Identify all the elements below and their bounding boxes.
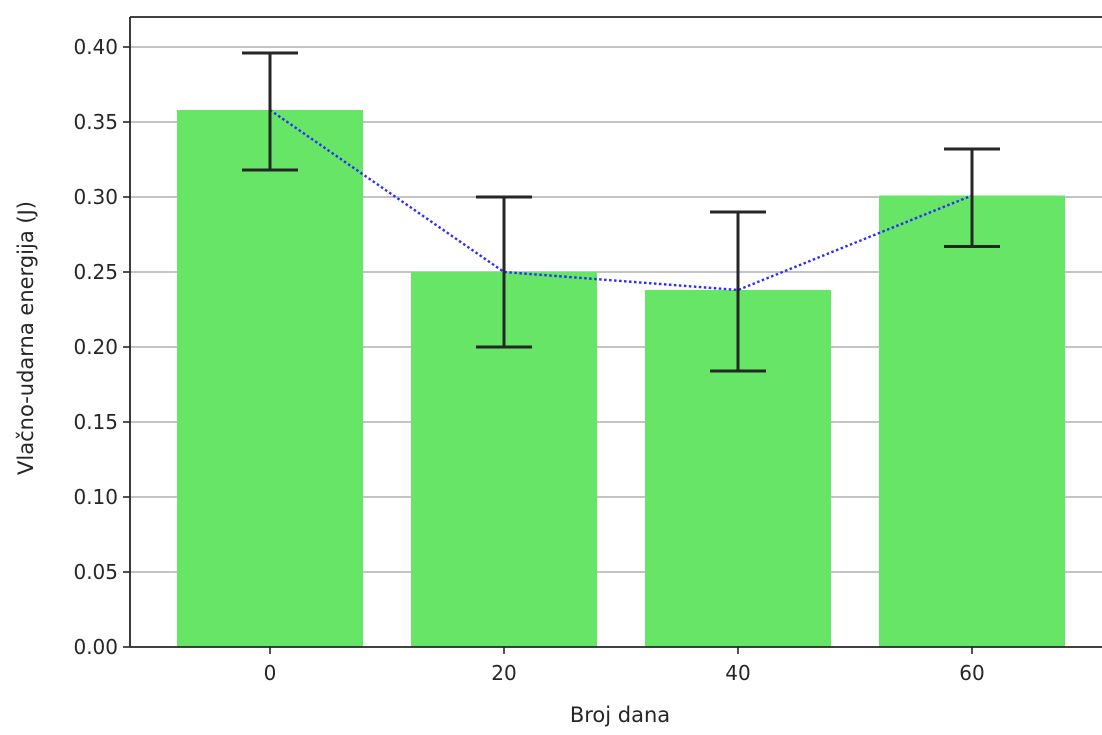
- error-bar-60: [944, 147, 1000, 248]
- x-tick-label-20: 20: [491, 661, 516, 685]
- trend-line: [269, 109, 973, 292]
- y-tick-label-0.30: 0.30: [73, 185, 118, 209]
- bar-0: [177, 110, 363, 647]
- y-tick-label-0.15: 0.15: [73, 410, 118, 434]
- bars: [177, 110, 1065, 647]
- error-bar-0: [242, 51, 298, 172]
- bar-60: [879, 195, 1065, 647]
- error-bar-40: [710, 210, 766, 373]
- x-tick-label-40: 40: [725, 661, 750, 685]
- y-axis-title: Vlačno-udarna energija (J): [14, 201, 38, 475]
- x-tick-label-0: 0: [264, 661, 277, 685]
- y-tick-label-0.35: 0.35: [73, 110, 118, 134]
- error-bar-20: [476, 195, 532, 349]
- y-tick-label-0.05: 0.05: [73, 560, 118, 584]
- error-bars: [242, 51, 1000, 373]
- x-tick-label-60: 60: [959, 661, 984, 685]
- y-tick-label-0.40: 0.40: [73, 35, 118, 59]
- axes: 0.00 0.05 0.10 0.15 0.20 0.25 0.30 0.35 0.40 0 20 4…: [73, 16, 1102, 685]
- y-tick-label-0.00: 0.00: [73, 635, 118, 659]
- x-axis-title: Broj dana: [570, 703, 670, 727]
- y-tick-label-0.25: 0.25: [73, 260, 118, 284]
- trend-line-group: [269, 109, 973, 292]
- y-tick-label-0.20: 0.20: [73, 335, 118, 359]
- y-tick-label-0.10: 0.10: [73, 485, 118, 509]
